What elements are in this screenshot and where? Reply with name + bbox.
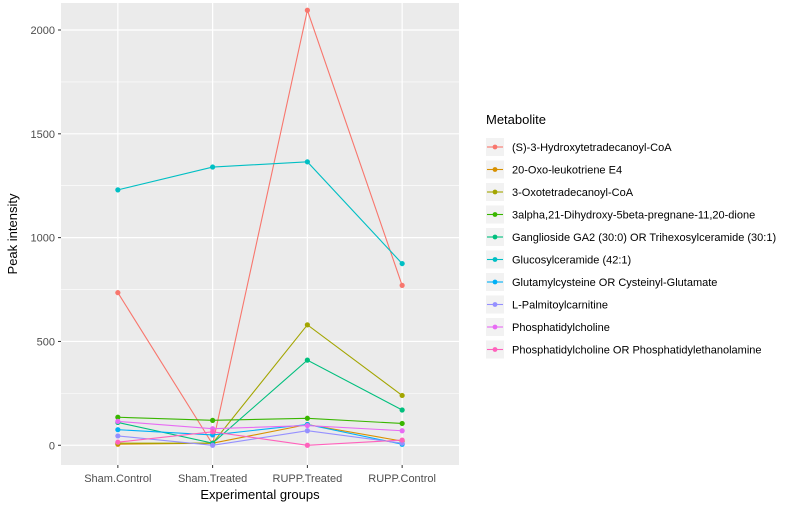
series: [115, 159, 405, 267]
data-point: [115, 427, 121, 433]
y-axis: 0 500 1000 1500 2000: [31, 25, 61, 452]
series-layer: [115, 7, 405, 448]
data-point: [115, 433, 121, 439]
legend-key-point: [492, 189, 498, 195]
data-point: [304, 442, 310, 448]
legend-item: (S)-3-Hydroxytetradecanoyl-CoA: [486, 138, 672, 156]
data-point: [210, 164, 216, 170]
legend-label: Glutamylcysteine OR Cysteinyl-Glutamate: [512, 277, 717, 289]
data-point: [399, 420, 405, 427]
plot-panel: [61, 3, 459, 465]
legend-item: L-Palmitoylcarnitine: [486, 295, 608, 314]
data-point: [210, 417, 216, 423]
x-tick-label: RUPP.Control: [368, 473, 436, 485]
legend-label: 3-Oxotetradecanoyl-CoA: [512, 187, 634, 199]
legend-item: Glucosylceramide (42:1): [486, 250, 631, 269]
legend-key-point: [492, 144, 498, 150]
legend-key-point: [492, 347, 498, 352]
data-point: [304, 422, 310, 429]
data-point: [304, 415, 310, 421]
data-point: [399, 428, 405, 434]
x-tick-label: Sham.Treated: [178, 473, 247, 485]
data-point: [399, 282, 405, 288]
x-tick-label: Sham.Control: [84, 473, 151, 485]
y-tick-label: 1000: [31, 233, 55, 245]
legend-key-point: [492, 212, 498, 217]
major-gridlines: [61, 3, 459, 465]
legend-key-point: [492, 324, 498, 330]
legend-label: L-Palmitoylcarnitine: [512, 300, 608, 312]
legend-label: Ganglioside GA2 (30:0) OR Trihexosylcera…: [512, 232, 776, 244]
legend-key-point: [492, 257, 498, 262]
data-point: [115, 439, 121, 445]
legend-key-point: [492, 279, 498, 285]
data-point: [115, 187, 121, 193]
legend-item: 3-Oxotetradecanoyl-CoA: [486, 183, 634, 201]
legend-item: Glutamylcysteine OR Cysteinyl-Glutamate: [486, 273, 717, 291]
legend-item: 3alpha,21-Dihydroxy-5beta-pregnane-11,20…: [486, 205, 755, 224]
data-point: [304, 357, 310, 363]
y-tick-label: 2000: [31, 25, 55, 37]
series-line: [117, 8, 403, 446]
legend: Metabolite (S)-3-Hydroxytetradecanoyl-Co…: [486, 112, 776, 359]
series-line: [117, 324, 403, 444]
y-tick-label: 0: [49, 440, 55, 452]
series: [115, 429, 405, 448]
data-point: [304, 322, 310, 328]
x-axis: Sham.Control Sham.Treated RUPP.Treated RUPP…: [84, 465, 436, 485]
data-point: [210, 442, 216, 448]
data-point: [115, 418, 121, 424]
legend-label: Glucosylceramide (42:1): [512, 255, 631, 267]
data-point: [399, 392, 405, 399]
data-point: [304, 428, 310, 434]
legend-item: 20-Oxo-leukotriene E4: [486, 160, 622, 179]
data-point: [115, 414, 121, 420]
data-point: [115, 290, 121, 296]
series: [115, 418, 405, 434]
legend-item: Phosphatidylcholine OR Phosphatidylethan…: [486, 340, 762, 359]
x-axis-title: Experimental groups: [200, 487, 320, 502]
y-tick-label: 1500: [31, 129, 55, 141]
series-line: [117, 161, 403, 264]
series-line: [117, 420, 403, 432]
legend-label: 3alpha,21-Dihydroxy-5beta-pregnane-11,20…: [512, 210, 755, 222]
legend-label: Phosphatidylcholine OR Phosphatidylethan…: [512, 345, 762, 357]
data-point: [399, 407, 405, 413]
legend-item: Phosphatidylcholine: [486, 318, 610, 336]
data-point: [399, 260, 405, 267]
legend-title: Metabolite: [486, 112, 546, 127]
legend-key-point: [492, 302, 498, 307]
y-axis-title: Peak intensity: [5, 193, 20, 274]
legend-key-point: [492, 234, 498, 240]
legend-key-point: [492, 167, 498, 172]
y-tick-label: 500: [37, 336, 55, 348]
x-tick-label: RUPP.Treated: [273, 473, 343, 485]
data-point: [399, 437, 405, 443]
series-line: [117, 416, 403, 425]
data-point: [304, 7, 310, 13]
series-line: [117, 431, 403, 446]
legend-label: Phosphatidylcholine: [512, 322, 610, 334]
legend-label: 20-Oxo-leukotriene E4: [512, 165, 622, 177]
data-point: [210, 429, 216, 435]
minor-gridlines: [61, 81, 459, 394]
data-point: [304, 159, 310, 165]
legend-label: (S)-3-Hydroxytetradecanoyl-CoA: [512, 142, 672, 154]
legend-item: Ganglioside GA2 (30:0) OR Trihexosylcera…: [486, 228, 776, 246]
series: [115, 414, 405, 427]
series-line: [117, 423, 403, 445]
